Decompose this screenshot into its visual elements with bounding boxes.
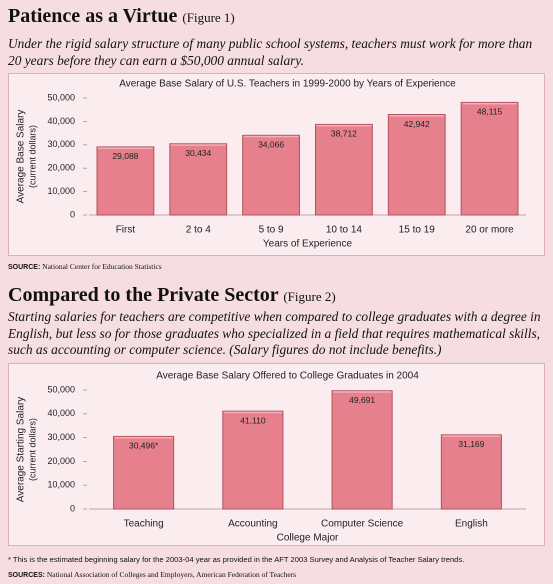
- value-label: 49,691: [349, 395, 375, 405]
- chart: Average Base Salary of U.S. Teachers in …: [8, 73, 545, 256]
- bar-highlight: [442, 435, 501, 437]
- x-tick-label: Teaching: [124, 519, 164, 530]
- y-axis-label: Average Base Salary: [16, 110, 27, 204]
- caption: Under the rigid salary structure of many…: [8, 36, 533, 68]
- bar: [315, 123, 373, 216]
- bar: [440, 434, 502, 510]
- y-tick-label: 40,000: [47, 408, 75, 418]
- source-label: SOURCES:: [8, 572, 45, 579]
- x-tick-label: 5 to 9: [259, 225, 284, 236]
- x-tick-label: 10 to 14: [326, 225, 363, 236]
- y-tick-label: 10,000: [47, 480, 75, 490]
- y-axis-label: Average Starting Salary: [16, 397, 27, 502]
- figure-label: (Figure 1): [182, 10, 235, 25]
- bar-highlight: [389, 115, 445, 117]
- bar-highlight: [333, 391, 392, 393]
- x-tick-label: 20 or more: [465, 225, 514, 236]
- value-label: 42,942: [404, 119, 430, 129]
- x-tick-label: 2 to 4: [186, 225, 211, 236]
- heading: Patience as a Virtue (Figure 1): [8, 5, 235, 28]
- chart-title: Average Base Salary Offered to College G…: [156, 371, 419, 382]
- bar-highlight: [98, 147, 153, 149]
- value-label: 34,066: [258, 140, 284, 150]
- bar: [222, 410, 284, 510]
- y-tick-label: 30,000: [47, 139, 75, 149]
- value-label: 48,115: [477, 107, 503, 117]
- value-label: 30,496*: [129, 441, 159, 451]
- value-label: 30,434: [185, 148, 211, 158]
- y-tick-label: 10,000: [47, 186, 75, 196]
- y-tick-label: 40,000: [47, 116, 75, 126]
- x-tick-label: 15 to 19: [399, 225, 436, 236]
- bar-highlight: [114, 436, 173, 439]
- bar-highlight: [243, 135, 299, 138]
- x-tick-label: First: [116, 225, 136, 236]
- x-tick-label: Accounting: [228, 519, 277, 530]
- heading-text: Patience as a Virtue: [8, 5, 178, 27]
- figure-label: (Figure 2): [283, 289, 336, 304]
- y-tick-label: 30,000: [47, 432, 75, 442]
- y-tick-label: 50,000: [47, 384, 75, 394]
- y-tick-label: 20,000: [47, 163, 75, 173]
- bar: [331, 390, 393, 510]
- x-axis-label: College Major: [277, 533, 339, 544]
- source-text: National Center for Education Statistics: [42, 262, 162, 271]
- y-tick-label: 20,000: [47, 456, 75, 466]
- heading-text: Compared to the Private Sector: [8, 284, 279, 306]
- bar: [96, 146, 155, 216]
- bar: [242, 134, 300, 216]
- y-tick-label: 50,000: [47, 92, 75, 102]
- value-label: 41,110: [240, 415, 266, 425]
- bar-highlight: [223, 411, 282, 414]
- value-label: 38,712: [331, 129, 357, 139]
- bar-highlight: [316, 124, 372, 127]
- y-tick-label: 0: [70, 503, 75, 513]
- source-label: SOURCE:: [8, 264, 41, 271]
- heading: Compared to the Private Sector (Figure 2…: [8, 284, 336, 307]
- x-tick-label: Computer Science: [321, 519, 404, 530]
- bar: [387, 114, 446, 216]
- x-tick-label: English: [455, 519, 488, 530]
- chart: Average Base Salary Offered to College G…: [8, 363, 545, 546]
- source: SOURCES: National Association of College…: [8, 570, 296, 579]
- caption: Starting salaries for teachers are compe…: [8, 309, 541, 357]
- x-axis-label: Years of Experience: [263, 239, 353, 250]
- source: SOURCE: National Center for Education St…: [8, 262, 162, 271]
- bar: [460, 101, 519, 216]
- footnote: * This is the estimated beginning salary…: [8, 555, 465, 564]
- bar: [113, 435, 175, 510]
- bar-highlight: [462, 102, 517, 105]
- bar: [169, 143, 228, 216]
- y-axis-label-sub: (current dollars): [27, 418, 37, 481]
- value-label: 29,088: [112, 151, 138, 161]
- bar-highlight: [170, 144, 226, 146]
- y-tick-label: 0: [70, 209, 75, 219]
- chart-title: Average Base Salary of U.S. Teachers in …: [119, 79, 456, 90]
- y-axis-label-sub: (current dollars): [27, 125, 37, 188]
- value-label: 31,169: [458, 439, 484, 449]
- source-text: National Association of Colleges and Emp…: [46, 570, 297, 579]
